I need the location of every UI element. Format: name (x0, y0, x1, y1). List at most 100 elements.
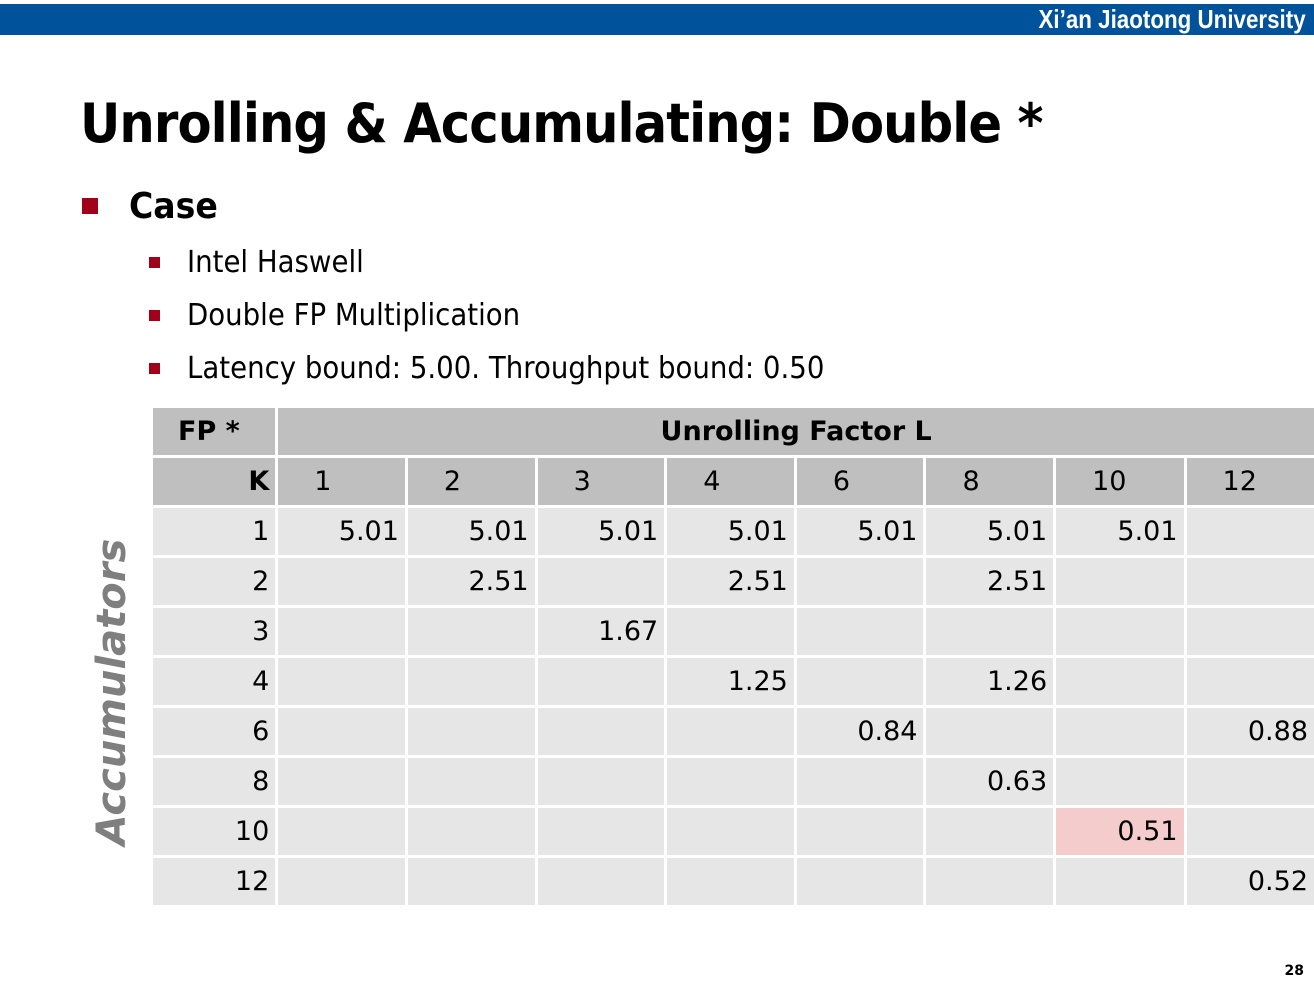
row-header: 6 (153, 708, 276, 755)
page-number: 28 (1284, 963, 1304, 979)
table-row: 4 1.25 1.26 (153, 658, 1314, 705)
table-cell: 5.01 (796, 508, 924, 555)
square-bullet-icon (149, 362, 160, 374)
table-cell (278, 608, 405, 655)
table-cell: 5.01 (667, 508, 794, 555)
table-cell (278, 758, 405, 805)
column-header: 3 (537, 458, 665, 505)
results-table: FP * Unrolling Factor L K 1 2 3 4 6 8 10… (150, 405, 1314, 908)
table-cell (407, 858, 535, 905)
table-cell (926, 858, 1054, 905)
row-header: 12 (153, 858, 276, 905)
table-cell (796, 608, 924, 655)
table-cell (1056, 608, 1184, 655)
sub-bullet: Double FP Multiplication (149, 297, 549, 333)
table-row: 8 0.63 (153, 758, 1314, 805)
table-cell (407, 808, 535, 855)
main-bullet-text: Case (129, 185, 218, 227)
table-cell (537, 558, 665, 605)
table-cell: 1.26 (926, 658, 1054, 705)
table-cell (1186, 658, 1314, 705)
table-cell (1056, 658, 1184, 705)
column-header: 6 (796, 458, 924, 505)
table-row: 12 0.52 (153, 858, 1314, 905)
table-cell (278, 808, 405, 855)
table-header-row: FP * Unrolling Factor L (153, 408, 1314, 455)
row-header: 1 (153, 508, 276, 555)
table-cell (278, 708, 405, 755)
table-cell (278, 858, 405, 905)
table-cell: 5.01 (407, 508, 535, 555)
table-cell: 5.01 (537, 508, 665, 555)
table-cell (667, 858, 794, 905)
table-cell: 0.88 (1186, 708, 1314, 755)
table-cell (667, 808, 794, 855)
table-cell: 5.01 (1056, 508, 1184, 555)
table-cell: 5.01 (278, 508, 405, 555)
column-header: 10 (1056, 458, 1184, 505)
table-cell (407, 608, 535, 655)
table-cell (1056, 558, 1184, 605)
square-bullet-icon (82, 198, 98, 214)
table-cell (1186, 558, 1314, 605)
table-cell (1186, 508, 1314, 555)
table-cell (796, 558, 924, 605)
table-cell (278, 658, 405, 705)
table-row: 6 0.84 0.88 (153, 708, 1314, 755)
table-cell (278, 558, 405, 605)
sub-bullet-text: Intel Haswell (187, 244, 364, 280)
square-bullet-icon (149, 256, 160, 268)
table-cell: 2.51 (407, 558, 535, 605)
table-cell (796, 808, 924, 855)
row-header: 4 (153, 658, 276, 705)
table-cell (1056, 858, 1184, 905)
table-cell (407, 708, 535, 755)
table-row: 3 1.67 (153, 608, 1314, 655)
table-cell (926, 708, 1054, 755)
square-bullet-icon (149, 309, 160, 321)
sub-bullet-text: Latency bound: 5.00. Throughput bound: 0… (187, 350, 825, 386)
corner-cell: FP * (153, 408, 276, 455)
sub-bullet: Intel Haswell (149, 244, 379, 280)
table-cell: 1.25 (667, 658, 794, 705)
table-cell (1056, 758, 1184, 805)
header-bar (0, 4, 1314, 35)
sub-bullet: Latency bound: 5.00. Throughput bound: 0… (149, 350, 880, 386)
column-header: 8 (926, 458, 1054, 505)
table-cell: 2.51 (667, 558, 794, 605)
table-cell: 2.51 (926, 558, 1054, 605)
table-cell (407, 658, 535, 705)
row-header: 8 (153, 758, 276, 805)
table-cell (926, 608, 1054, 655)
table-row: 10 0.51 (153, 808, 1314, 855)
sub-bullet-text: Double FP Multiplication (187, 297, 521, 333)
table-cell (407, 758, 535, 805)
row-header: 10 (153, 808, 276, 855)
table-row: 2 2.51 2.51 2.51 (153, 558, 1314, 605)
table-cell: 0.84 (796, 708, 924, 755)
column-header: 4 (667, 458, 794, 505)
table-cell: 0.51 (1056, 808, 1184, 855)
table-cell (926, 808, 1054, 855)
university-name: Xi’an Jiaotong University (1038, 4, 1306, 34)
row-header: 2 (153, 558, 276, 605)
table-cell: 0.52 (1186, 858, 1314, 905)
column-header-row: K 1 2 3 4 6 8 10 12 (153, 458, 1314, 505)
table-cell: 1.67 (537, 608, 665, 655)
column-header: 2 (407, 458, 535, 505)
table-cell (537, 858, 665, 905)
table-row: 1 5.01 5.01 5.01 5.01 5.01 5.01 5.01 (153, 508, 1314, 555)
table-cell (537, 708, 665, 755)
table-cell (1186, 758, 1314, 805)
row-header: 3 (153, 608, 276, 655)
unrolling-factor-header: Unrolling Factor L (278, 408, 1314, 455)
table-cell (537, 808, 665, 855)
table-cell (796, 858, 924, 905)
table-cell (796, 658, 924, 705)
slide-title: Unrolling & Accumulating: Double * (80, 92, 1043, 155)
column-header: 12 (1186, 458, 1314, 505)
table-cell (1186, 608, 1314, 655)
table-cell (537, 658, 665, 705)
table-cell (1186, 808, 1314, 855)
column-header: 1 (278, 458, 405, 505)
